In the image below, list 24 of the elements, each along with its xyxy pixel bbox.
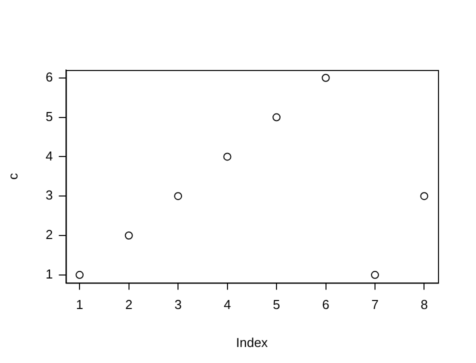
- point: [370, 270, 379, 279]
- x-tick-label: 4: [224, 297, 231, 312]
- point: [174, 192, 182, 200]
- x-tick-label: 1: [76, 297, 84, 312]
- y-tick-label: 1: [46, 266, 53, 282]
- point: [124, 232, 133, 240]
- x-axis-title: Index: [236, 334, 268, 350]
- point: [272, 113, 281, 122]
- y-tick-label: 2: [46, 227, 53, 242]
- point: [223, 152, 232, 161]
- y-tick-label: 3: [46, 188, 53, 203]
- x-tick-label: 2: [125, 297, 132, 312]
- x-tick-label: 3: [174, 297, 182, 312]
- x-tick-label: 5: [272, 297, 280, 312]
- y-axis-title: c: [5, 172, 20, 180]
- point: [76, 270, 84, 279]
- x-tick-label: 7: [371, 297, 379, 312]
- point: [322, 74, 330, 82]
- x-tick-label: 8: [420, 297, 428, 312]
- y-tick-label: 5: [46, 108, 53, 124]
- x-tick-label: 6: [322, 297, 330, 312]
- point: [420, 192, 428, 200]
- y-tick-label: 4: [46, 148, 53, 164]
- y-tick-label: 6: [46, 69, 53, 84]
